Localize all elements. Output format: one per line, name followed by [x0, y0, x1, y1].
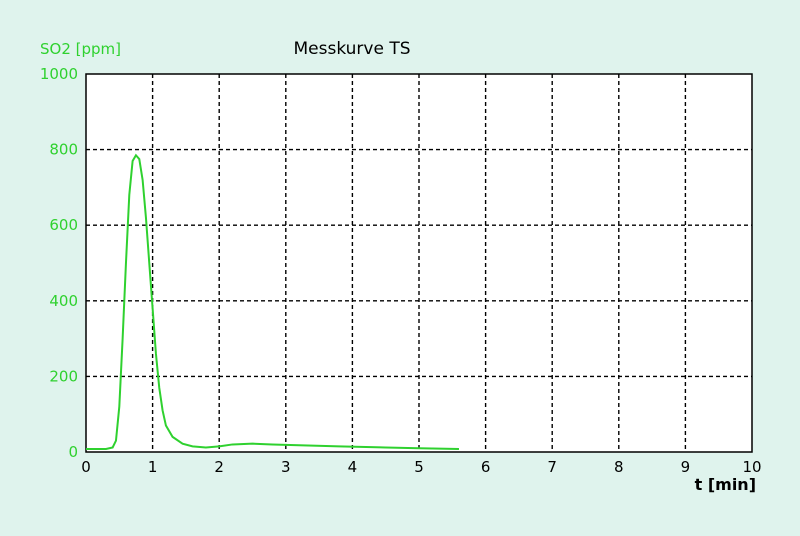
plot-border — [85, 73, 753, 453]
series-line-so2 — [86, 153, 459, 450]
y-axis-label: SO2 [ppm] — [40, 40, 121, 58]
x-tick-label-10: 10 — [742, 458, 761, 476]
x-tick-label-1: 1 — [148, 458, 158, 476]
x-tick-label-0: 0 — [81, 458, 91, 476]
y-tick-labels: 0 200 400 600 800 1000 — [40, 65, 78, 461]
x-tick-labels: 0 1 2 3 4 5 6 7 8 9 10 — [81, 458, 761, 476]
y-tick-label-4: 800 — [49, 141, 78, 159]
x-tick-label-6: 6 — [481, 458, 491, 476]
y-tick-label-2: 400 — [49, 292, 78, 310]
y-tick-label-1: 200 — [49, 367, 78, 385]
x-tick-label-4: 4 — [348, 458, 358, 476]
x-axis-label: t [min] — [695, 475, 756, 494]
x-tick-label-9: 9 — [681, 458, 691, 476]
x-tick-label-2: 2 — [214, 458, 224, 476]
x-tick-label-3: 3 — [281, 458, 291, 476]
gridlines — [86, 74, 752, 452]
y-tick-label-5: 1000 — [40, 65, 78, 83]
x-tick-label-5: 5 — [414, 458, 424, 476]
x-tick-label-7: 7 — [547, 458, 557, 476]
y-tick-label-0: 0 — [68, 443, 78, 461]
x-tick-label-8: 8 — [614, 458, 624, 476]
y-tick-label-3: 600 — [49, 216, 78, 234]
chart-title: Messkurve TS — [293, 39, 410, 59]
